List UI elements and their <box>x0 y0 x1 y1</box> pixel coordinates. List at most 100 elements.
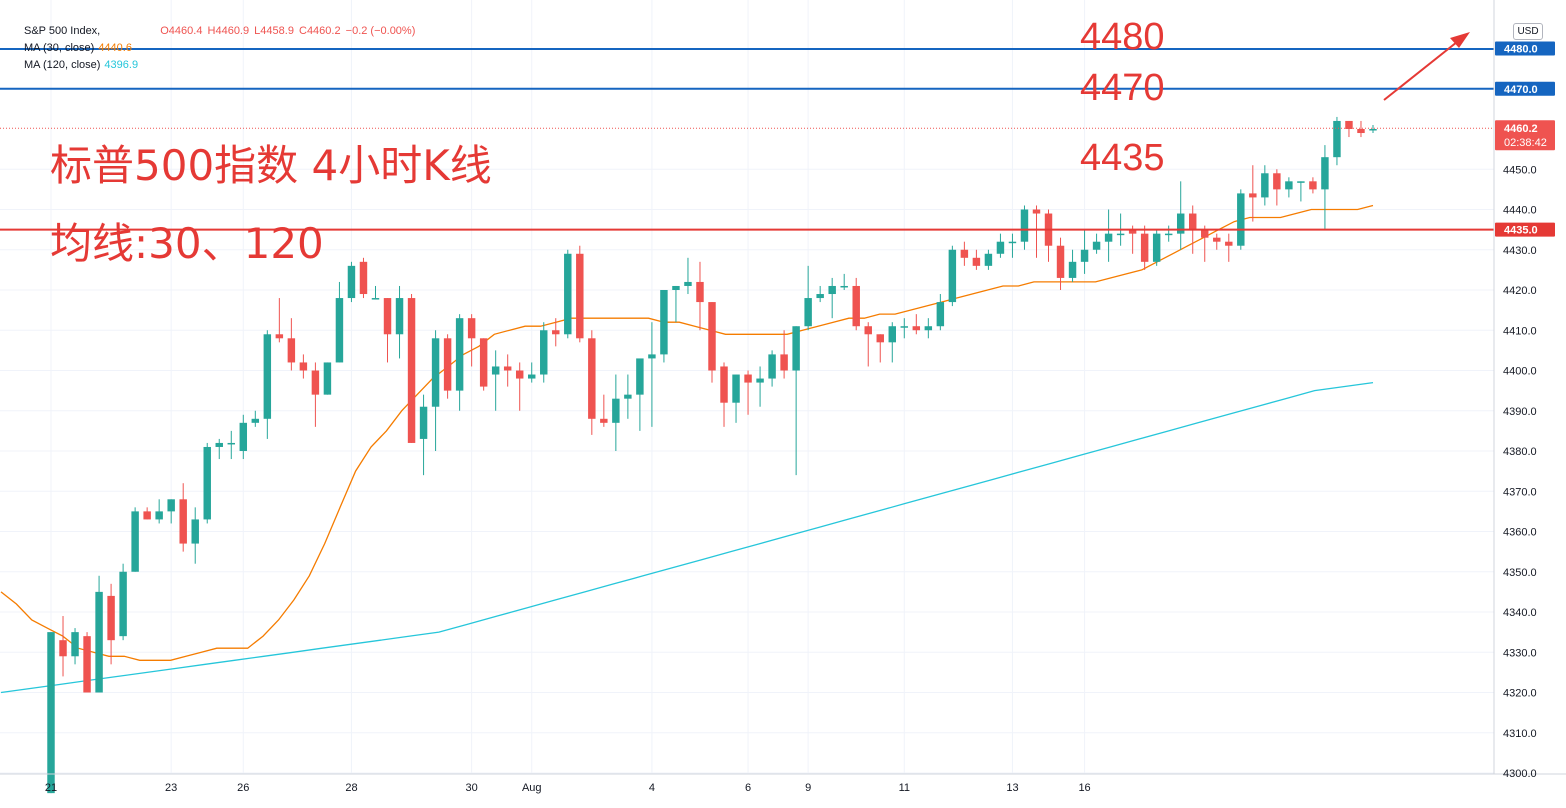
price-tick-label: 4420.0 <box>1503 285 1537 297</box>
candle-body <box>528 374 536 379</box>
candle-body <box>1369 129 1377 131</box>
candle <box>768 350 776 387</box>
candle-body <box>479 338 488 387</box>
candle <box>1164 225 1173 242</box>
candle-body <box>1020 209 1029 242</box>
candle-body <box>323 362 332 395</box>
candle <box>840 273 848 290</box>
candle-body <box>972 257 981 266</box>
candle-body <box>275 334 284 339</box>
candle-body <box>167 499 175 512</box>
candle-body <box>83 636 91 693</box>
candle-body <box>1285 181 1293 190</box>
candle <box>1092 233 1101 254</box>
candle-body <box>59 640 67 657</box>
candle <box>1249 165 1257 222</box>
candle-body <box>1309 181 1317 190</box>
candle <box>1273 169 1281 206</box>
candle-body <box>900 326 909 328</box>
candle <box>227 430 235 460</box>
price-tag-4470-bg <box>1495 81 1555 96</box>
candle <box>600 394 608 427</box>
currency-badge[interactable]: USD <box>1513 23 1543 40</box>
candle <box>1056 237 1065 290</box>
candle-body <box>708 302 716 371</box>
price-tick-label: 4300.0 <box>1503 768 1537 780</box>
candle-body <box>984 253 993 266</box>
candle-body <box>996 241 1005 254</box>
candle <box>467 314 476 367</box>
candle-body <box>491 366 500 375</box>
candle-body <box>864 326 872 335</box>
candle <box>1333 116 1341 166</box>
candle <box>1104 209 1113 262</box>
candle-body <box>1321 157 1329 190</box>
time-tick-label: 4 <box>649 782 655 794</box>
candle-body <box>95 591 103 693</box>
candle <box>479 338 488 391</box>
candle <box>455 314 464 411</box>
candle <box>864 322 872 367</box>
grid <box>0 0 1494 774</box>
level-label-4480: 4480 <box>1080 16 1165 58</box>
candle <box>984 249 993 270</box>
candle-body <box>720 366 728 403</box>
candle <box>720 362 728 427</box>
candle-body <box>347 265 356 299</box>
candle-body <box>1189 213 1197 230</box>
candle <box>852 277 860 331</box>
candle-body <box>636 358 644 395</box>
candle <box>299 354 308 379</box>
candle-body <box>431 338 440 407</box>
candle <box>407 294 416 443</box>
candle <box>335 281 344 363</box>
candle-body <box>239 422 248 451</box>
candle <box>383 298 392 363</box>
price-tick-label: 4320.0 <box>1503 688 1537 700</box>
candle-body <box>612 398 620 423</box>
candle <box>323 362 332 395</box>
ma30-value: 4440.6 <box>98 42 132 54</box>
candle-body <box>888 326 896 343</box>
time-tick-label: 23 <box>165 782 177 794</box>
candle <box>1032 205 1041 258</box>
candle-body <box>732 374 740 403</box>
candle <box>816 285 824 303</box>
candle <box>552 318 560 347</box>
ma30-label: MA (30, close) <box>24 42 95 54</box>
candle-body <box>1237 193 1245 246</box>
candle <box>540 322 548 383</box>
candle <box>71 628 79 665</box>
candle-body <box>203 446 211 520</box>
candle-body <box>359 261 368 295</box>
candle-body <box>467 318 476 339</box>
candle <box>443 334 452 399</box>
candle <box>960 241 969 266</box>
price-tag-4480: 4480.0 <box>1504 44 1538 56</box>
candle <box>1345 120 1353 138</box>
candle-body <box>395 298 404 335</box>
candle <box>1237 189 1245 250</box>
candle <box>780 330 788 379</box>
candle <box>275 298 284 343</box>
candle <box>1309 177 1317 194</box>
candle <box>1080 229 1089 274</box>
price-tick-label: 4350.0 <box>1503 567 1537 579</box>
candle-body <box>816 294 824 299</box>
time-tick-label: Aug <box>522 782 542 794</box>
candle-body <box>948 249 957 303</box>
trend-arrow <box>1383 32 1470 101</box>
candle-body <box>383 298 392 335</box>
candle-body <box>672 285 680 290</box>
price-tag-4435: 4435.0 <box>1504 225 1538 237</box>
candle <box>924 318 933 339</box>
candle-body <box>407 298 416 443</box>
candle-body <box>371 298 380 300</box>
candle <box>1176 181 1185 250</box>
candle <box>1008 233 1017 258</box>
candle <box>491 350 500 411</box>
chart-title-annotation: 标普500指数 4小时K线 <box>50 141 492 190</box>
time-tick-label: 30 <box>466 782 478 794</box>
candle-body <box>503 366 512 371</box>
